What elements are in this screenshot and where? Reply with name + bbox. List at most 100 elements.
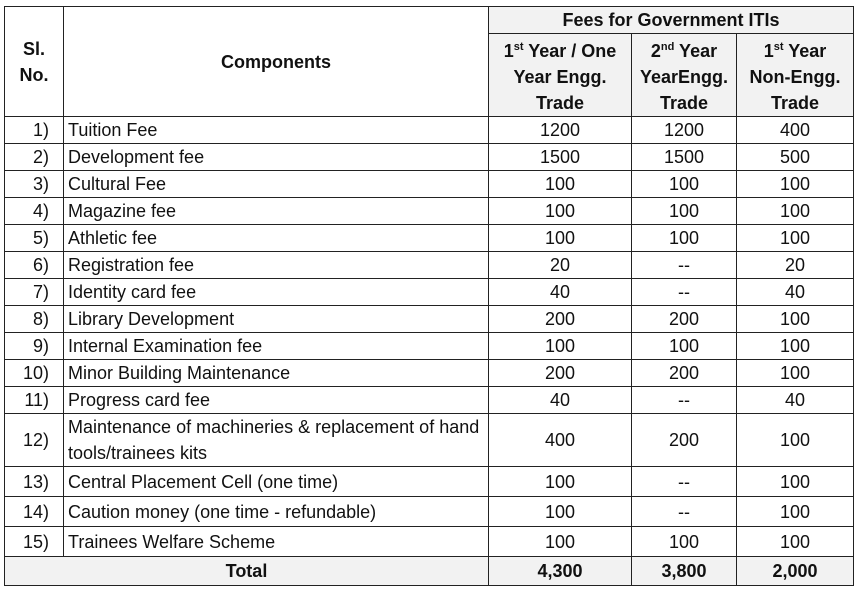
component-name: Magazine fee [63, 197, 489, 225]
table-row: 1) Tuition Fee 1200 1200 400 [4, 116, 854, 144]
fee-value: -- [631, 386, 737, 414]
fee-value: 100 [736, 305, 854, 333]
sl-number: 10) [4, 359, 64, 387]
sl-number: 14) [4, 496, 64, 527]
fee-value: 100 [736, 359, 854, 387]
table-row: 2) Development fee 1500 1500 500 [4, 143, 854, 171]
fee-value: 40 [488, 278, 632, 306]
fee-value: 100 [736, 526, 854, 557]
fee-value: 100 [736, 170, 854, 198]
component-name: Cultural Fee [63, 170, 489, 198]
component-name: Library Development [63, 305, 489, 333]
total-value: 2,000 [736, 556, 854, 586]
fees-table: Sl. No. Components Fees for Government I… [4, 6, 854, 586]
sl-number: 8) [4, 305, 64, 333]
fee-value: 20 [736, 251, 854, 279]
total-value: 4,300 [488, 556, 632, 586]
component-name: Minor Building Maintenance [63, 359, 489, 387]
sl-number: 1) [4, 116, 64, 144]
table-row: 14) Caution money (one time - refundable)… [4, 496, 854, 527]
component-name: Caution money (one time - refundable) [63, 496, 489, 527]
fee-value: -- [631, 496, 737, 527]
table-row: 9) Internal Examination fee 100 100 100 [4, 332, 854, 360]
fee-value: 100 [631, 197, 737, 225]
table-row: 7) Identity card fee 40 -- 40 [4, 278, 854, 306]
fee-value: 100 [631, 224, 737, 252]
fee-value: 100 [488, 466, 632, 497]
table-row: 5) Athletic fee 100 100 100 [4, 224, 854, 252]
fee-value: 500 [736, 143, 854, 171]
sl-number: 3) [4, 170, 64, 198]
fee-value: 100 [631, 332, 737, 360]
component-name: Central Placement Cell (one time) [63, 466, 489, 497]
fee-value: 1200 [631, 116, 737, 144]
fee-value: 100 [488, 224, 632, 252]
header-col-1: 1st Year / One Year Engg. Trade [488, 33, 632, 117]
fee-value: 40 [488, 386, 632, 414]
fee-value: 100 [736, 197, 854, 225]
fee-value: -- [631, 466, 737, 497]
table-row: 8) Library Development 200 200 100 [4, 305, 854, 333]
sl-number: 9) [4, 332, 64, 360]
fee-value: 100 [736, 224, 854, 252]
fee-value: 100 [488, 197, 632, 225]
fee-value: 200 [488, 359, 632, 387]
fee-value: 200 [631, 305, 737, 333]
sl-number: 12) [4, 413, 64, 467]
table-row: 3) Cultural Fee 100 100 100 [4, 170, 854, 198]
table-row: 13) Central Placement Cell (one time) 100-… [4, 466, 854, 497]
sl-number: 6) [4, 251, 64, 279]
fee-value: 200 [488, 305, 632, 333]
component-name: Tuition Fee [63, 116, 489, 144]
component-name: Internal Examination fee [63, 332, 489, 360]
fee-value: 100 [736, 496, 854, 527]
sl-number: 5) [4, 224, 64, 252]
fee-value: 1200 [488, 116, 632, 144]
fee-value: 100 [631, 170, 737, 198]
header-col-3: 1st Year Non-Engg. Trade [736, 33, 854, 117]
component-name: Trainees Welfare Scheme [63, 526, 489, 557]
table-row: 12) Maintenance of machineries & replacem… [4, 413, 854, 467]
fee-value: 100 [736, 413, 854, 467]
table-row: 6) Registration fee 20 -- 20 [4, 251, 854, 279]
fee-value: 100 [488, 170, 632, 198]
fee-value: 40 [736, 278, 854, 306]
sl-number: 2) [4, 143, 64, 171]
header-col-2: 2nd Year YearEngg. Trade [631, 33, 737, 117]
fee-value: 20 [488, 251, 632, 279]
fee-value: 400 [736, 116, 854, 144]
fee-value: 100 [736, 332, 854, 360]
header-fees-group: Fees for Government ITIs [488, 6, 854, 34]
fee-value: 100 [631, 526, 737, 557]
component-name: Progress card fee [63, 386, 489, 414]
fee-value: 1500 [488, 143, 632, 171]
header-sl-no: Sl. No. [4, 6, 64, 117]
component-name: Identity card fee [63, 278, 489, 306]
fee-value: 200 [631, 413, 737, 467]
table-row: 4) Magazine fee 100 100 100 [4, 197, 854, 225]
fee-value: -- [631, 278, 737, 306]
component-name: Athletic fee [63, 224, 489, 252]
total-value: 3,800 [631, 556, 737, 586]
fee-value: 100 [488, 496, 632, 527]
sl-number: 13) [4, 466, 64, 497]
sl-number: 15) [4, 526, 64, 557]
component-name: Registration fee [63, 251, 489, 279]
fee-value: 100 [488, 332, 632, 360]
header-components: Components [63, 6, 489, 117]
table-row: 15) Trainees Welfare Scheme 100 100 100 [4, 526, 854, 557]
component-name: Development fee [63, 143, 489, 171]
fee-value: 100 [488, 526, 632, 557]
sl-number: 11) [4, 386, 64, 414]
table-row: 11) Progress card fee 40 -- 40 [4, 386, 854, 414]
component-name: Maintenance of machineries & replacement… [63, 413, 489, 467]
fee-value: 400 [488, 413, 632, 467]
fee-value: 100 [736, 466, 854, 497]
sl-number: 4) [4, 197, 64, 225]
fee-value: 200 [631, 359, 737, 387]
sl-number: 7) [4, 278, 64, 306]
table-row: 10) Minor Building Maintenance 200 200 100 [4, 359, 854, 387]
total-label: Total [4, 556, 489, 586]
fee-value: -- [631, 251, 737, 279]
fee-value: 40 [736, 386, 854, 414]
